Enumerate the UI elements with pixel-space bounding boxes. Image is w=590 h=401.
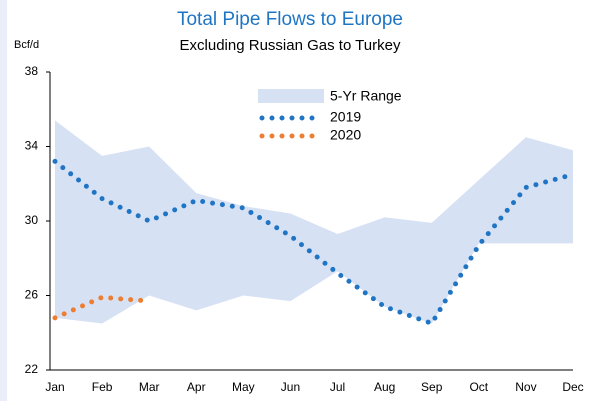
legend-label: 5-Yr Range xyxy=(330,88,402,104)
chart-subtitle: Excluding Russian Gas to Turkey xyxy=(180,37,401,54)
x-tick-label: Apr xyxy=(187,380,206,394)
y-tick-label: 38 xyxy=(25,64,39,78)
y-tick-label: 34 xyxy=(25,139,39,153)
legend-label: 2019 xyxy=(330,109,361,125)
range-band xyxy=(55,120,573,324)
y-tick-label: 30 xyxy=(25,213,39,227)
x-tick-label: Oct xyxy=(469,380,488,394)
x-tick-label: Mar xyxy=(139,380,160,394)
x-tick-label: Jun xyxy=(281,380,300,394)
y-tick-label: 26 xyxy=(25,288,39,302)
y-axis-label: Bcf/d xyxy=(14,39,39,51)
x-tick-label: Jan xyxy=(45,380,64,394)
chart-title: Total Pipe Flows to Europe xyxy=(177,9,403,30)
x-tick-label: Jul xyxy=(330,380,345,394)
y-tick-label: 22 xyxy=(25,362,39,376)
series-line xyxy=(52,158,576,327)
x-tick-label: Sep xyxy=(421,380,443,394)
x-tick-label: Feb xyxy=(92,380,113,394)
x-tick-label: Nov xyxy=(515,380,536,394)
x-tick-label: May xyxy=(232,380,255,394)
x-tick-label: Dec xyxy=(562,380,583,394)
x-tick-label: Aug xyxy=(374,380,395,394)
legend-swatch xyxy=(258,89,324,103)
legend-label: 2020 xyxy=(330,127,361,143)
side-strip xyxy=(0,0,7,401)
series-line xyxy=(52,294,152,321)
